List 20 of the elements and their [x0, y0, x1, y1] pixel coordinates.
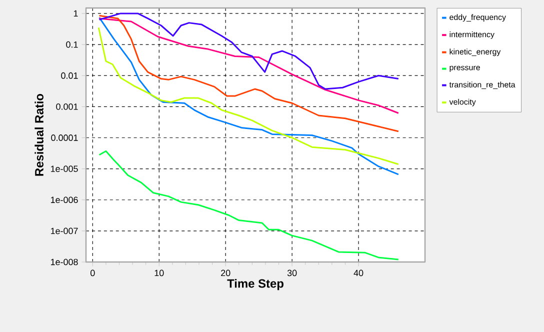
y-tick-label: 1e-006 — [50, 196, 78, 204]
x-axis-title: Time Step — [227, 278, 284, 290]
y-tick-label: 1e-008 — [50, 258, 78, 266]
y-tick-label: 0.1 — [66, 41, 78, 48]
x-tick-label: 10 — [154, 270, 164, 276]
line-series — [98, 18, 400, 114]
y-tick-label: 0.01 — [61, 72, 78, 79]
y-tick-label: 0.0001 — [51, 134, 78, 141]
y-tick-label: 1e-005 — [50, 166, 78, 172]
y-tick-label: 1e-007 — [50, 228, 78, 234]
y-tick-label: 0.001 — [56, 103, 78, 110]
line-series — [98, 150, 400, 260]
x-tick-label: 20 — [221, 270, 230, 276]
y-tick-label: 1 — [74, 10, 78, 17]
line-series — [98, 14, 400, 132]
x-tick-label: 0 — [90, 270, 95, 276]
line-series — [98, 12, 400, 90]
x-tick-label: 40 — [354, 270, 364, 276]
y-axis-title: Residual Ratio — [34, 94, 44, 176]
x-tick-label: 30 — [287, 270, 297, 276]
